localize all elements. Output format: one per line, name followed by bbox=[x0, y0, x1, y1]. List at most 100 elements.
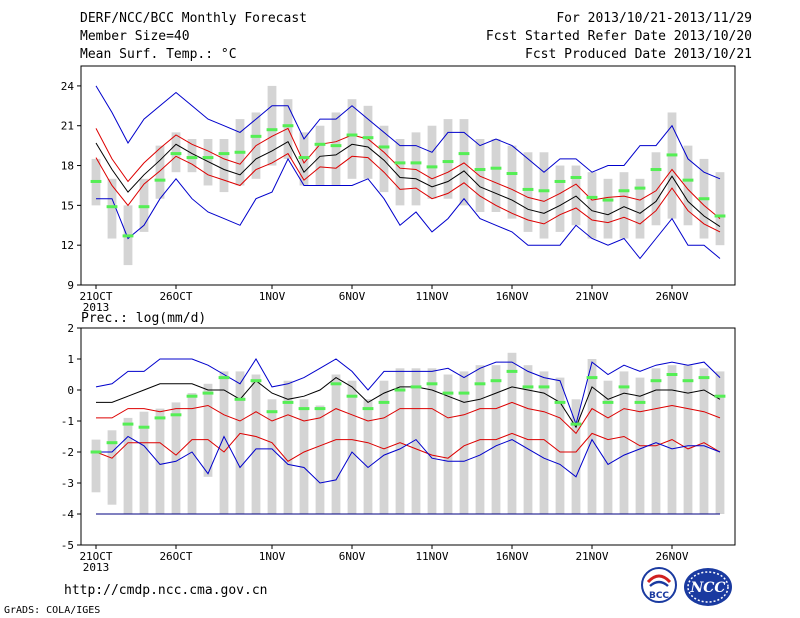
prec-median-mark bbox=[298, 407, 310, 411]
prec-ensemble-box bbox=[603, 380, 613, 514]
prec-mean-line bbox=[96, 376, 721, 429]
prec-ensemble-box bbox=[539, 371, 549, 514]
prec-y-tick-label: -3 bbox=[61, 477, 74, 490]
temp-ensemble-box bbox=[427, 125, 437, 199]
prec-median-mark bbox=[154, 416, 166, 420]
temp-x-tick-label: 26NOV bbox=[655, 290, 688, 303]
temp-median-mark bbox=[522, 187, 534, 191]
prec-median-mark bbox=[666, 373, 678, 376]
prec-ensemble-box bbox=[139, 411, 149, 514]
temp-median-mark bbox=[250, 134, 262, 138]
prec-median-mark bbox=[538, 385, 550, 389]
prec-ensemble-box bbox=[267, 399, 277, 514]
prec-median-mark bbox=[378, 400, 390, 404]
source-url[interactable]: http://cmdp.ncc.cma.gov.cn bbox=[64, 583, 268, 598]
prec-ensemble-box bbox=[363, 399, 373, 514]
prec-ensemble-box bbox=[683, 365, 693, 514]
prec-y-tick-label: 0 bbox=[67, 384, 74, 397]
prec-median-mark bbox=[346, 394, 358, 398]
temp-median-mark bbox=[586, 195, 598, 199]
prec-ensemble-box bbox=[299, 399, 309, 514]
prec-upper-line bbox=[96, 401, 721, 435]
prec-ensemble-box bbox=[571, 399, 581, 514]
temp-ensemble-box bbox=[667, 112, 677, 219]
prec-median-mark bbox=[634, 400, 646, 404]
temp-ensemble-box bbox=[475, 139, 485, 212]
temp-median-mark bbox=[186, 156, 198, 160]
prec-median-mark bbox=[554, 400, 566, 404]
temp-ensemble-box bbox=[395, 139, 405, 206]
temp-median-mark bbox=[474, 168, 486, 172]
temp-x-tick-label: 26OCT bbox=[159, 290, 192, 303]
temp-y-tick-label: 15 bbox=[61, 199, 74, 212]
grads-credit: GrADS: COLA/IGES bbox=[4, 605, 101, 616]
prec-ensemble-box bbox=[235, 371, 245, 514]
temp-y-tick-label: 18 bbox=[61, 160, 74, 173]
temp-lower-line bbox=[95, 152, 721, 233]
temp-ensemble-box bbox=[459, 119, 469, 206]
temp-min-line bbox=[96, 157, 721, 260]
temp-x-tick-label: 21NOV bbox=[575, 290, 608, 303]
temp-mean-line bbox=[95, 141, 721, 228]
temp-y-tick-label: 9 bbox=[67, 279, 74, 292]
temp-median-mark bbox=[138, 205, 150, 209]
prec-ensemble-box bbox=[587, 359, 597, 514]
temp-ensemble-box bbox=[219, 139, 229, 193]
temp-ensemble-box bbox=[107, 178, 117, 239]
temp-median-mark bbox=[634, 186, 646, 190]
temp-median-mark bbox=[538, 189, 550, 193]
temp-upper-line bbox=[95, 127, 721, 219]
temp-median-mark bbox=[330, 144, 342, 148]
prec-median-mark bbox=[362, 407, 374, 411]
prec-y-tick-label: -1 bbox=[61, 415, 74, 428]
prec-median-mark bbox=[202, 391, 214, 395]
temp-x-tick-label: 16NOV bbox=[495, 290, 528, 303]
prec-panel-title: Prec.: log(mm/d) bbox=[81, 311, 206, 326]
temp-ensemble-box bbox=[571, 165, 581, 226]
temp-median-mark bbox=[378, 145, 390, 149]
prec-ensemble-box bbox=[187, 393, 197, 514]
prec-plot-frame bbox=[80, 327, 736, 546]
temp-median-mark bbox=[170, 152, 182, 156]
temp-median-mark bbox=[570, 175, 582, 179]
prec-y-tick-label: -2 bbox=[61, 446, 74, 459]
prec-median-mark bbox=[282, 400, 294, 404]
prec-median-mark bbox=[410, 385, 422, 389]
temp-ensemble-box bbox=[523, 152, 533, 232]
prec-median-mark bbox=[266, 410, 278, 414]
temp-x-tick-label: 21OCT bbox=[79, 290, 112, 303]
prec-median-mark bbox=[90, 450, 102, 454]
temp-median-mark bbox=[298, 156, 310, 160]
temp-median-mark bbox=[362, 136, 374, 140]
temp-x-tick-year: 2013 bbox=[83, 301, 110, 314]
prec-median-mark bbox=[106, 441, 118, 445]
prec-x-tick-label: 26NOV bbox=[655, 550, 688, 563]
prec-median-mark bbox=[618, 385, 630, 389]
prec-ensemble-box bbox=[699, 368, 709, 514]
prec-ensemble-box bbox=[651, 368, 661, 514]
prec-ensemble-box bbox=[91, 439, 101, 493]
prec-y-tick-label: 2 bbox=[67, 322, 74, 335]
prec-median-mark bbox=[650, 379, 662, 383]
prec-median-mark bbox=[330, 382, 342, 386]
temp-median-mark bbox=[234, 150, 246, 154]
prec-ensemble-box bbox=[619, 371, 629, 514]
temp-y-tick-label: 24 bbox=[61, 80, 75, 93]
prec-x-tick-label: 11NOV bbox=[415, 550, 448, 563]
temp-x-tick-label: 11NOV bbox=[415, 290, 448, 303]
prec-median-mark bbox=[314, 407, 326, 411]
prec-ensemble-box bbox=[411, 368, 421, 514]
temp-ensemble-box bbox=[587, 172, 597, 239]
temp-median-mark bbox=[682, 178, 694, 182]
temp-median-mark bbox=[90, 179, 102, 183]
prec-median-mark bbox=[490, 379, 502, 383]
temp-ensemble-box bbox=[203, 139, 213, 186]
prec-x-tick-label: 1NOV bbox=[259, 550, 286, 563]
prec-median-mark bbox=[698, 376, 710, 380]
prec-ensemble-box bbox=[107, 430, 117, 505]
prec-median-mark bbox=[570, 422, 582, 426]
prec-ensemble-box bbox=[203, 383, 213, 477]
temp-y-tick-label: 12 bbox=[61, 239, 74, 252]
prec-median-mark bbox=[458, 391, 470, 395]
